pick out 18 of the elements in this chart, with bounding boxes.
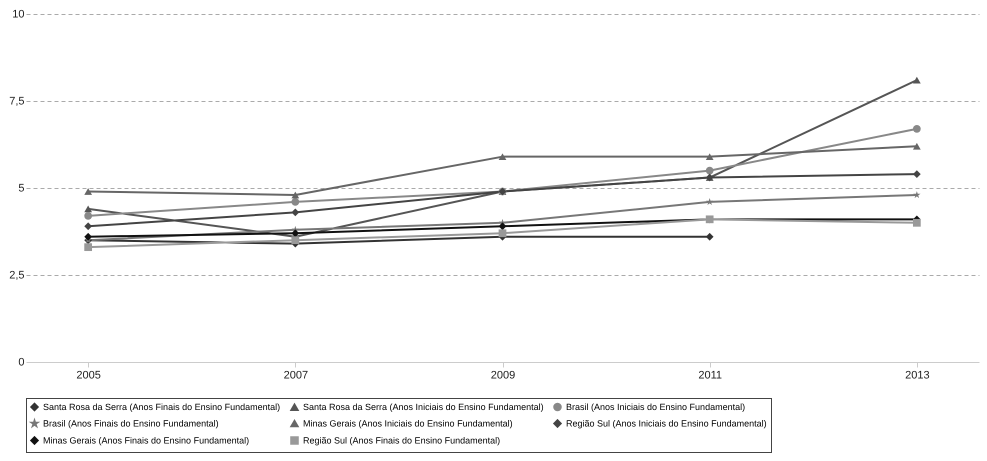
x-tick-label: 2007 bbox=[284, 370, 308, 382]
legend-label: Região Sul (Anos Iniciais do Ensino Fundamental) bbox=[566, 418, 767, 428]
legend-label: Minas Gerais (Anos Finais do Ensino Fundamental) bbox=[43, 436, 250, 446]
x-tick-label: 2005 bbox=[76, 370, 101, 382]
legend-label: Minas Gerais (Anos Iniciais do Ensino Fundamental) bbox=[303, 418, 513, 428]
legend-label: Região Sul (Anos Finais do Ensino Fundamental) bbox=[303, 436, 500, 446]
legend-label: Brasil (Anos Finais do Ensino Fundamental) bbox=[43, 418, 219, 428]
legend-label: Brasil (Anos Iniciais do Ensino Fundamental) bbox=[566, 402, 746, 412]
y-tick-label: 7,5 bbox=[9, 96, 24, 108]
y-tick-label: 2,5 bbox=[9, 270, 24, 282]
y-tick-label: 10 bbox=[12, 8, 24, 20]
x-tick-label: 2013 bbox=[905, 370, 930, 382]
x-tick-label: 2009 bbox=[490, 370, 516, 382]
legend-label: Santa Rosa da Serra (Anos Iniciais do Ensino Fundamental) bbox=[303, 402, 544, 412]
y-tick-label: 0 bbox=[18, 356, 24, 368]
legend-label: Santa Rosa da Serra (Anos Finais do Ensino Fundamental) bbox=[43, 402, 280, 412]
x-tick-label: 2011 bbox=[698, 370, 722, 382]
y-tick-label: 5 bbox=[18, 182, 24, 194]
